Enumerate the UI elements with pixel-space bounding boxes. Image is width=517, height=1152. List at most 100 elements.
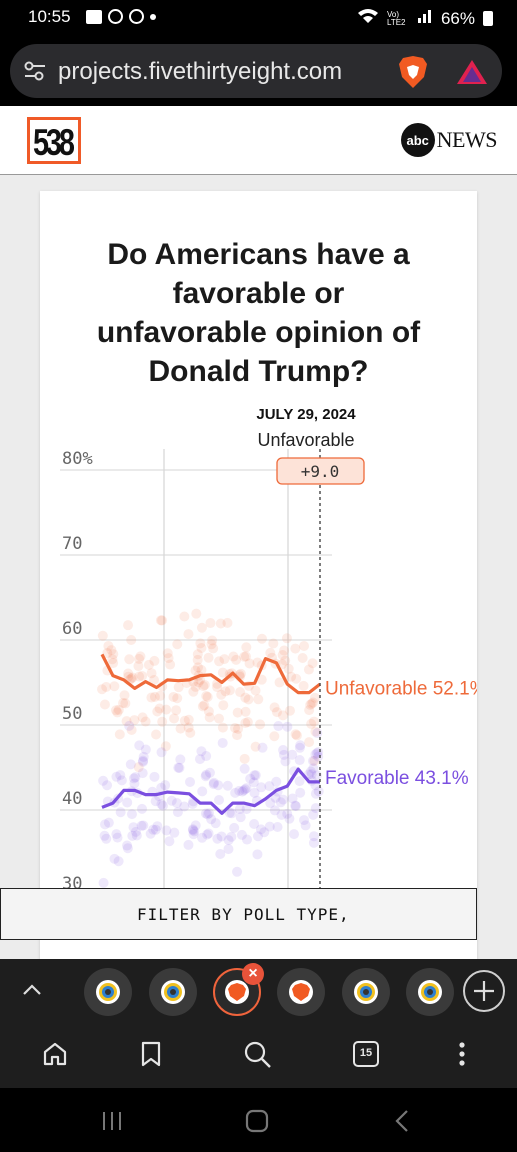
unfavorable-poll-dot	[279, 645, 290, 656]
unfavorable-poll-dot	[256, 674, 267, 685]
url-text[interactable]: projects.fivethirtyeight.com	[58, 58, 343, 85]
unfavorable-poll-dot	[269, 731, 280, 742]
unfavorable-poll-dot	[108, 649, 119, 660]
notification-icons	[86, 9, 156, 24]
favorable-poll-dot	[203, 828, 214, 839]
favorable-poll-dot	[272, 821, 283, 832]
favorable-poll-dot	[280, 756, 291, 767]
unfavorable-poll-dot	[224, 685, 235, 696]
unfavorable-poll-dot	[201, 690, 212, 701]
more-menu-icon[interactable]	[454, 1040, 470, 1073]
unfavorable-poll-dot	[198, 681, 209, 692]
favorable-poll-dot	[208, 777, 219, 788]
favorable-poll-dot	[131, 830, 142, 841]
unfavorable-poll-dot	[291, 673, 302, 684]
favorable-poll-dot	[183, 839, 194, 850]
unfavorable-poll-dot	[169, 713, 180, 724]
favorable-poll-dot	[241, 804, 252, 815]
tab-count: 15	[359, 1047, 373, 1059]
unfavorable-poll-dot	[243, 694, 254, 705]
favorable-poll-dot	[173, 762, 184, 773]
favorable-poll-dot	[264, 781, 275, 792]
favorable-poll-dot	[188, 825, 199, 836]
favorable-poll-dot	[299, 815, 310, 826]
tab-thumbnail[interactable]	[277, 968, 325, 1016]
unfavorable-trend-line[interactable]	[100, 653, 321, 695]
address-bar[interactable]: projects.fivethirtyeight.com	[10, 44, 502, 98]
favorable-poll-dot	[99, 830, 110, 841]
unfavorable-poll-dot	[196, 622, 207, 633]
favorable-trend-line[interactable]	[101, 767, 320, 815]
favorable-poll-dot	[171, 798, 182, 809]
favorable-poll-dot	[148, 824, 159, 835]
favorable-poll-dot	[242, 834, 253, 845]
favorable-poll-dot	[196, 746, 207, 757]
tab-thumbnail[interactable]	[149, 968, 197, 1016]
tooltip-margin-box	[276, 457, 365, 485]
unfavorable-poll-dot	[188, 686, 199, 697]
home-icon[interactable]	[41, 1040, 69, 1073]
fivethirtyeight-logo[interactable]: 538	[27, 117, 81, 164]
brave-rewards-icon[interactable]	[456, 59, 488, 90]
favorable-poll-dot	[213, 780, 224, 791]
y-tick-label: 70	[62, 534, 82, 554]
unfavorable-poll-dot	[175, 723, 186, 734]
favorable-poll-dot	[248, 777, 259, 788]
favorable-poll-dot	[257, 742, 268, 753]
unfavorable-poll-dot	[215, 618, 226, 629]
favorable-poll-dot	[152, 821, 163, 832]
unfavorable-poll-dot	[240, 692, 251, 703]
tab-thumbnail[interactable]	[342, 968, 390, 1016]
abc-news-logo[interactable]: abc NEWS	[400, 123, 498, 157]
y-tick-label: 60	[62, 619, 82, 639]
site-header: 538 abc NEWS	[0, 106, 517, 175]
close-tab-icon[interactable]: ×	[242, 963, 264, 985]
new-tab-button[interactable]	[463, 970, 505, 1012]
site-settings-icon[interactable]	[24, 61, 46, 86]
unfavorable-poll-dot	[240, 706, 251, 717]
favorable-poll-dot	[238, 785, 249, 796]
chevron-up-icon[interactable]	[20, 978, 44, 1007]
chart-title-line: favorable or	[172, 277, 345, 310]
favorable-poll-dot	[137, 803, 148, 814]
unfavorable-poll-dot	[146, 692, 157, 703]
unfavorable-poll-dot	[235, 687, 246, 698]
unfavorable-poll-dot	[232, 730, 243, 741]
favorable-poll-dot	[208, 779, 219, 790]
tab-switcher-button[interactable]: 15	[352, 1040, 380, 1073]
tab-strip: ×	[0, 959, 517, 1026]
recent-apps-icon[interactable]	[100, 1110, 124, 1137]
search-icon[interactable]	[243, 1040, 273, 1075]
favorable-poll-dot	[122, 843, 133, 854]
back-nav-icon[interactable]	[392, 1109, 412, 1138]
unfavorable-poll-dot	[244, 658, 255, 669]
chart-title-line: Donald Trump?	[148, 355, 369, 388]
unfavorable-poll-dot	[196, 642, 207, 653]
tab-thumbnail[interactable]	[406, 968, 454, 1016]
favorable-poll-dot	[290, 801, 301, 812]
unfavorable-poll-dot	[172, 639, 183, 650]
favorable-poll-dot	[127, 830, 138, 841]
favorable-poll-dot	[215, 849, 226, 860]
unfavorable-poll-dot	[109, 681, 120, 692]
home-nav-icon[interactable]	[245, 1109, 269, 1138]
system-icons: Vo) LTE2 66%	[357, 8, 493, 29]
tab-thumbnail[interactable]	[84, 968, 132, 1016]
brave-shields-icon[interactable]	[398, 55, 428, 94]
favorable-poll-dot	[245, 773, 256, 784]
favorable-poll-dot	[223, 844, 234, 855]
favorable-poll-dot	[230, 787, 241, 798]
bookmark-icon[interactable]	[138, 1040, 164, 1073]
unfavorable-poll-dot	[171, 705, 182, 716]
unfavorable-poll-dot	[196, 665, 207, 676]
unfavorable-poll-dot	[190, 665, 201, 676]
unfavorable-poll-dot	[199, 700, 210, 711]
unfavorable-poll-dot	[268, 638, 279, 649]
unfavorable-poll-dot	[265, 647, 276, 658]
favorable-poll-dot	[212, 833, 223, 844]
filter-by-poll-type-button[interactable]: FILTER BY POLL TYPE,	[0, 888, 477, 940]
favorable-poll-dot	[200, 808, 211, 819]
favorable-poll-dot	[294, 776, 305, 787]
favorable-poll-dot	[313, 747, 324, 758]
